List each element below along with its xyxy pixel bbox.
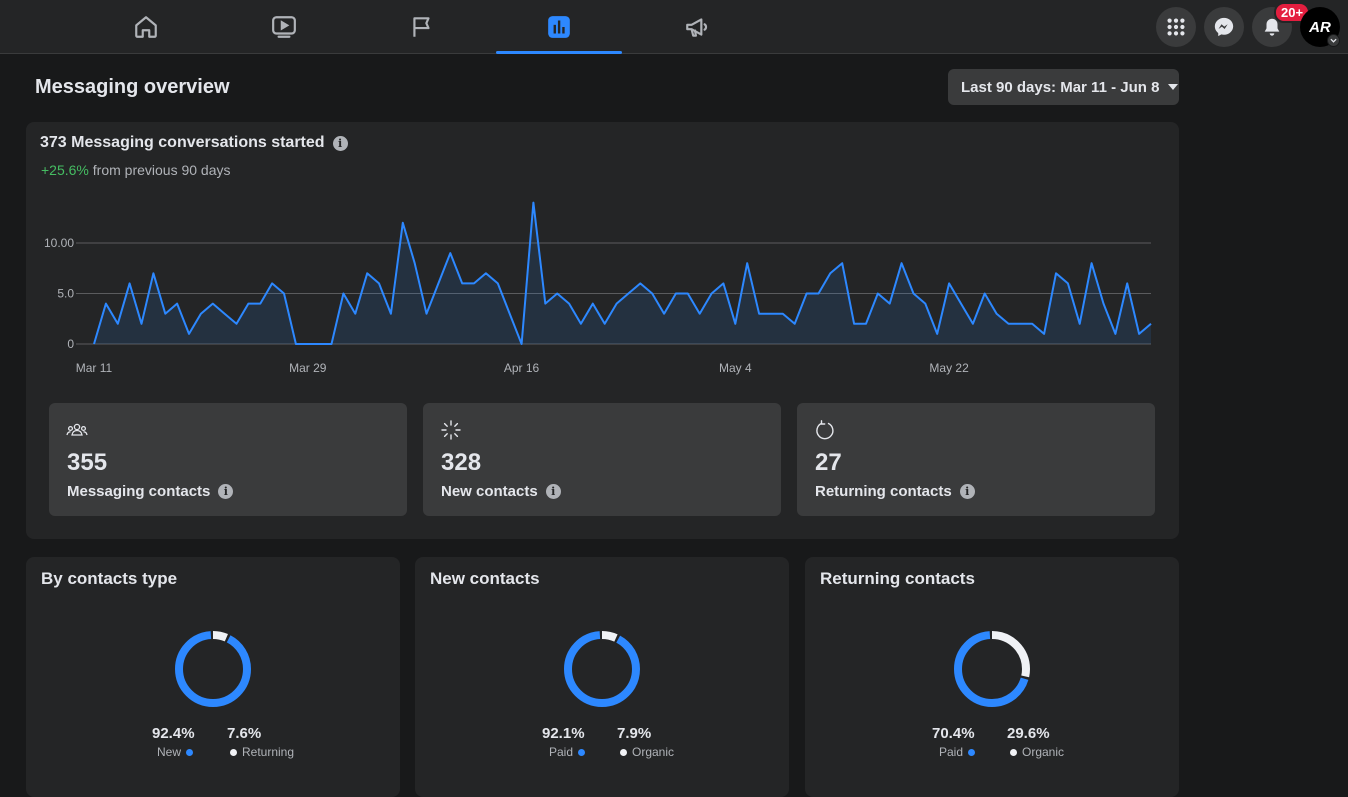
nav-tab-insights[interactable] bbox=[496, 0, 622, 54]
legend-a-label: New bbox=[157, 745, 182, 759]
notifications-button[interactable]: 20+ bbox=[1252, 2, 1311, 47]
date-range-button[interactable]: Last 90 days: Mar 11 - Jun 8 bbox=[948, 69, 1179, 105]
stat-label-text: Messaging contacts bbox=[67, 483, 211, 500]
legend-b-label: Organic bbox=[632, 745, 675, 759]
date-range-label: Last 90 days: Mar 11 - Jun 8 bbox=[961, 78, 1160, 96]
chart-line bbox=[93, 201, 1152, 345]
legend-b-label: Organic bbox=[1022, 745, 1065, 759]
legend-dot bbox=[186, 748, 194, 756]
legend-b: Organic bbox=[620, 745, 674, 759]
page-title: Messaging overview bbox=[35, 76, 230, 98]
info-icon[interactable]: i bbox=[545, 484, 561, 499]
donut-segment-a bbox=[564, 631, 640, 707]
info-icon[interactable]: i bbox=[332, 135, 348, 151]
nav-tab-pages[interactable] bbox=[359, 0, 485, 54]
legend-a-label: Paid bbox=[939, 745, 964, 759]
donut-card-contacts-type: By contacts type 92.4% 7.6% New Returnin… bbox=[26, 557, 400, 797]
refresh-icon bbox=[816, 420, 834, 440]
people-icon bbox=[66, 423, 88, 436]
sparkle-icon bbox=[441, 420, 461, 440]
donut-title: New contacts bbox=[430, 569, 540, 588]
stat-label-text: Returning contacts bbox=[815, 483, 952, 500]
legend-a: Paid bbox=[939, 745, 976, 759]
donut-card-returning-contacts: Returning contacts 70.4% 29.6% Paid Orga… bbox=[805, 557, 1179, 797]
stat-value: 27 bbox=[815, 449, 842, 476]
caret-down-icon bbox=[1168, 84, 1179, 90]
x-tick-label: Apr 16 bbox=[504, 361, 540, 375]
messenger-button[interactable] bbox=[1204, 7, 1244, 47]
donut-b-percent: 7.9% bbox=[617, 725, 652, 742]
nav-tab-ads[interactable] bbox=[634, 0, 760, 54]
x-tick-label: Mar 29 bbox=[289, 361, 327, 375]
account-caret[interactable] bbox=[1327, 34, 1340, 47]
donut-title: Returning contacts bbox=[820, 569, 975, 588]
megaphone-icon bbox=[686, 18, 708, 37]
conversations-title-text: 373 Messaging conversations started bbox=[40, 134, 325, 151]
x-tick-label: May 4 bbox=[719, 361, 752, 375]
y-tick-label: 0 bbox=[67, 337, 74, 351]
legend-dot bbox=[620, 748, 627, 756]
y-tick-label: 10.00 bbox=[44, 236, 74, 250]
change-percent: +25.6% bbox=[41, 162, 89, 178]
stat-label: Returning contacts i bbox=[815, 483, 975, 500]
home-icon bbox=[135, 16, 157, 38]
menu-button[interactable] bbox=[1156, 7, 1196, 47]
legend-b-label: Returning bbox=[242, 745, 295, 759]
bell-icon bbox=[1264, 18, 1280, 36]
legend-dot bbox=[578, 748, 586, 756]
stat-value: 355 bbox=[67, 449, 108, 476]
donut-card-new-contacts: New contacts 92.1% 7.9% Paid Organic bbox=[415, 557, 789, 797]
donut-chart bbox=[175, 631, 251, 707]
donut-b-percent: 7.6% bbox=[227, 725, 262, 742]
chart-area bbox=[94, 202, 1151, 344]
donut-segment-a bbox=[954, 631, 1030, 707]
video-icon bbox=[272, 16, 296, 38]
legend-b: Organic bbox=[1010, 745, 1064, 759]
bar-chart-icon bbox=[548, 16, 570, 38]
top-navigation-bar: 20+ AR bbox=[0, 0, 1348, 54]
flag-icon bbox=[413, 17, 430, 37]
messenger-icon bbox=[1214, 17, 1234, 37]
change-suffix: from previous 90 days bbox=[92, 162, 231, 178]
conversations-title: 373 Messaging conversations started i bbox=[40, 134, 348, 152]
legend-dot bbox=[968, 748, 976, 756]
donut-title: By contacts type bbox=[41, 569, 178, 588]
donut-b-percent: 29.6% bbox=[1007, 725, 1050, 742]
donut-segment-b bbox=[175, 631, 251, 707]
chevron-down-icon bbox=[1330, 38, 1337, 43]
donut-a-percent: 70.4% bbox=[932, 725, 975, 742]
grid-menu-icon bbox=[1167, 18, 1185, 36]
donut-chart bbox=[564, 631, 640, 707]
legend-dot bbox=[1010, 748, 1017, 756]
donut-a-percent: 92.1% bbox=[542, 725, 585, 742]
legend-a: New bbox=[157, 745, 194, 759]
stat-card-new-contacts: 328 New contacts i bbox=[423, 403, 781, 516]
legend-a: Paid bbox=[549, 745, 586, 759]
stat-card-messaging-contacts: 355 Messaging contacts i bbox=[49, 403, 407, 516]
donut-chart bbox=[954, 631, 1030, 707]
nav-tab-home[interactable] bbox=[83, 0, 209, 54]
conversations-change: +25.6% from previous 90 days bbox=[41, 162, 231, 178]
stat-value: 328 bbox=[441, 449, 482, 476]
info-icon[interactable]: i bbox=[218, 484, 234, 499]
x-tick-label: Mar 11 bbox=[76, 361, 113, 375]
stat-label: Messaging contacts i bbox=[67, 483, 234, 500]
donut-segment-b bbox=[954, 631, 1030, 707]
donut-segment-b bbox=[564, 631, 640, 707]
stat-label-text: New contacts bbox=[441, 483, 538, 500]
donut-segment-a bbox=[175, 631, 251, 707]
nav-tab-watch[interactable] bbox=[221, 0, 347, 54]
legend-a-label: Paid bbox=[549, 745, 574, 759]
stat-card-returning-contacts: 27 Returning contacts i bbox=[797, 403, 1155, 516]
conversations-chart: 0 5.0 10.00 Mar 11 Mar 29 Apr 16 May 4 May 22 bbox=[44, 201, 1152, 375]
y-tick-label: 5.0 bbox=[57, 287, 74, 301]
x-tick-label: May 22 bbox=[929, 361, 969, 375]
info-icon[interactable]: i bbox=[959, 484, 975, 499]
conversations-card: 0 5.0 10.00 Mar 11 Mar 29 Apr 16 May 4 May 22 3… bbox=[26, 122, 1179, 539]
donut-a-percent: 92.4% bbox=[152, 725, 195, 742]
legend-b: Returning bbox=[230, 745, 294, 759]
legend-dot bbox=[230, 748, 237, 756]
stat-label: New contacts i bbox=[441, 483, 561, 500]
